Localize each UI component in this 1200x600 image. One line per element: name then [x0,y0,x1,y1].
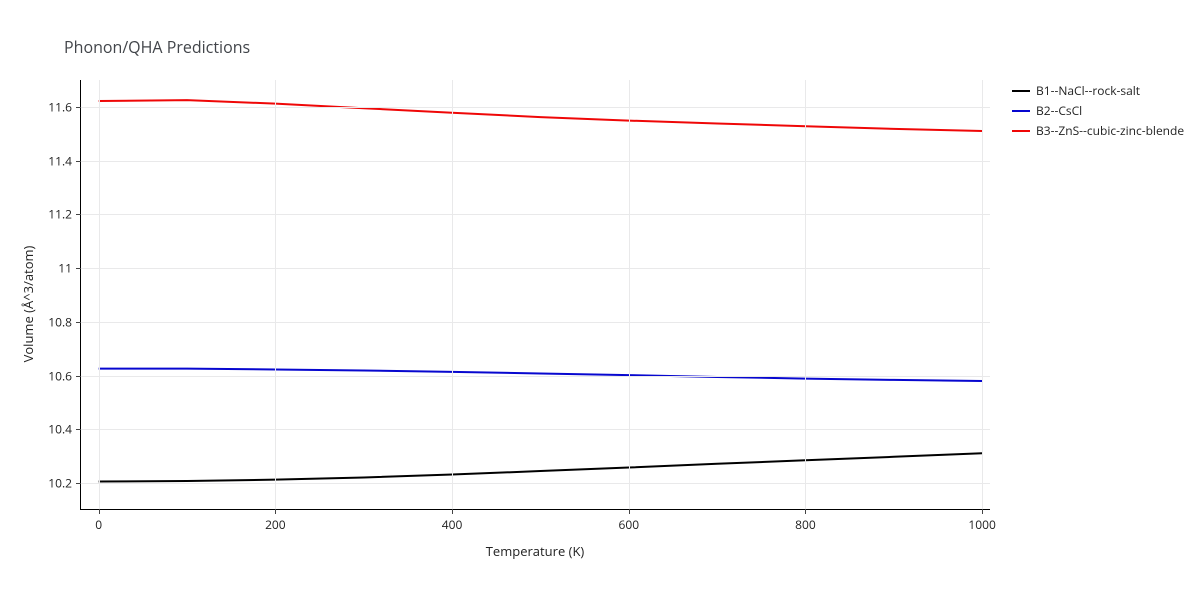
gridline-vertical [275,80,276,509]
legend-label: B3--ZnS--cubic-zinc-blende [1036,122,1184,139]
x-tick-label: 600 [618,509,639,533]
series-line[interactable] [99,100,983,131]
gridline-vertical [452,80,453,509]
y-tick-label: 10.6 [48,367,81,384]
gridline-vertical [805,80,806,509]
legend-swatch [1012,130,1030,132]
legend-item[interactable]: B2--CsCl [1012,102,1184,119]
x-axis-label: Temperature (K) [486,542,585,560]
gridline-horizontal [81,161,990,162]
gridline-horizontal [81,376,990,377]
y-tick-label: 11.2 [48,206,81,223]
legend-item[interactable]: B1--NaCl--rock-salt [1012,82,1184,99]
legend-label: B2--CsCl [1036,102,1082,119]
gridline-horizontal [81,214,990,215]
chart-title: Phonon/QHA Predictions [64,36,250,58]
gridline-vertical [629,80,630,509]
legend-item[interactable]: B3--ZnS--cubic-zinc-blende [1012,122,1184,139]
y-tick-label: 11 [58,260,81,277]
legend-swatch [1012,110,1030,112]
y-tick-label: 10.4 [48,421,81,438]
gridline-horizontal [81,322,990,323]
y-tick-label: 11.6 [48,98,81,115]
legend-swatch [1012,90,1030,92]
legend: B1--NaCl--rock-salt B2--CsCl B3--ZnS--cubi… [1012,82,1184,142]
x-tick-label: 0 [95,509,102,533]
y-axis-label: Volume (Å^3/atom) [19,246,37,363]
gridline-horizontal [81,483,990,484]
gridline-horizontal [81,107,990,108]
x-tick-label: 200 [265,509,286,533]
legend-label: B1--NaCl--rock-salt [1036,82,1140,99]
plot-svg [81,80,991,510]
plot-area: 0200400600800100010.210.410.610.81111.21… [80,80,990,510]
x-tick-label: 800 [795,509,816,533]
gridline-vertical [982,80,983,509]
y-tick-label: 10.2 [48,475,81,492]
y-tick-label: 11.4 [48,152,81,169]
x-tick-label: 1000 [968,509,995,533]
y-tick-label: 10.8 [48,313,81,330]
x-tick-label: 400 [442,509,463,533]
gridline-horizontal [81,429,990,430]
gridline-vertical [99,80,100,509]
series-line[interactable] [99,453,983,481]
gridline-horizontal [81,268,990,269]
